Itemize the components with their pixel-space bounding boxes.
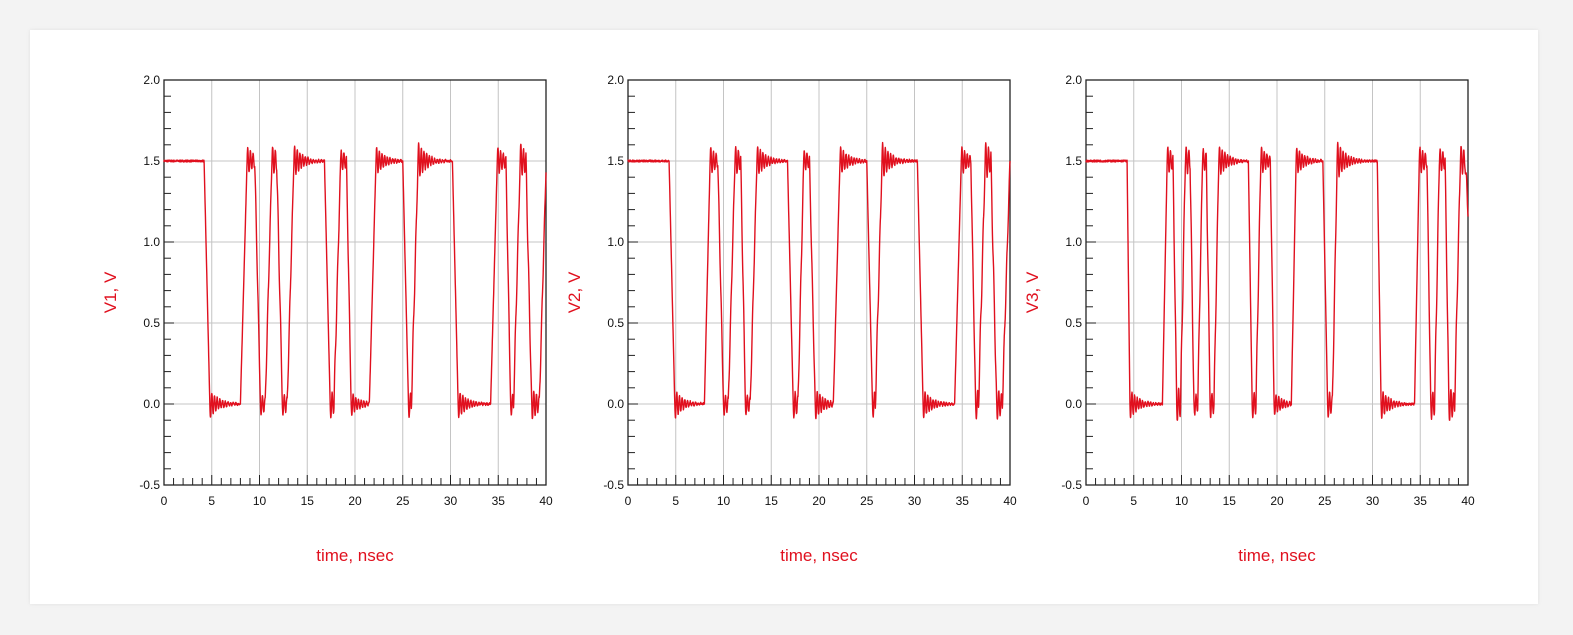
x-tick-label: 20 <box>812 494 826 508</box>
y-tick-label: 1.5 <box>1065 154 1082 168</box>
chart-1: 0 5 10 15 20 25 30 35 40 -0.5 0.0 0.5 1.0 1.5 2.0 time,… <box>101 73 553 565</box>
x-tick-label: 20 <box>1270 494 1284 508</box>
x-tick-label: 40 <box>539 494 553 508</box>
y-tick-label: 0.0 <box>1065 397 1082 411</box>
y-tick-label: 1.5 <box>607 154 624 168</box>
x-tick-label: 35 <box>492 494 506 508</box>
y-tick-label: 2.0 <box>607 73 624 87</box>
chart-2: 0 5 10 15 20 25 30 35 40 -0.5 0.0 0.5 1.0 1.5 2.0 time,… <box>565 73 1017 565</box>
y-tick-label: 0.0 <box>143 397 160 411</box>
x-tick-label: 35 <box>1414 494 1428 508</box>
x-tick-label: 20 <box>348 494 362 508</box>
x-axis-title: time, nsec <box>316 546 394 565</box>
y-tick-label: 2.0 <box>143 73 160 87</box>
voltage-series-line <box>163 142 547 420</box>
x-tick-label: 5 <box>672 494 679 508</box>
x-tick-label: 10 <box>717 494 731 508</box>
y-tick-label: 0.5 <box>143 316 160 330</box>
y-axis-title: V1, V <box>101 271 120 313</box>
x-tick-label: 10 <box>1175 494 1189 508</box>
y-tick-label: 0.5 <box>607 316 624 330</box>
x-tick-label: 40 <box>1461 494 1475 508</box>
voltage-series-line <box>1085 141 1469 421</box>
x-tick-label: 5 <box>208 494 215 508</box>
x-tick-label: 10 <box>253 494 267 508</box>
x-tick-label: 35 <box>956 494 970 508</box>
y-tick-label: -0.5 <box>139 478 160 492</box>
x-tick-label: 15 <box>1223 494 1237 508</box>
y-tick-label: 1.0 <box>607 235 624 249</box>
x-tick-label: 25 <box>1318 494 1332 508</box>
x-tick-label: 0 <box>1083 494 1090 508</box>
chart-3: 0 5 10 15 20 25 30 35 40 -0.5 0.0 0.5 1.0 1.5 2.0 time,… <box>1023 73 1475 565</box>
y-tick-label: 0.0 <box>607 397 624 411</box>
x-tick-label: 30 <box>444 494 458 508</box>
x-axis-title: time, nsec <box>1238 546 1316 565</box>
y-tick-label: 1.0 <box>143 235 160 249</box>
y-tick-label: -0.5 <box>603 478 624 492</box>
x-tick-label: 25 <box>396 494 410 508</box>
y-tick-label: 0.5 <box>1065 316 1082 330</box>
y-tick-label: 1.5 <box>143 154 160 168</box>
chart-panel: 0 5 10 15 20 25 30 35 40 -0.5 0.0 0.5 1.0 1.5 2.0 time,… <box>30 30 1538 604</box>
voltage-series-line <box>627 141 1011 420</box>
y-axis-title: V2, V <box>565 271 584 313</box>
x-tick-label: 30 <box>1366 494 1380 508</box>
x-tick-label: 15 <box>301 494 315 508</box>
y-axis-title: V3, V <box>1023 271 1042 313</box>
y-tick-label: 1.0 <box>1065 235 1082 249</box>
x-axis-title: time, nsec <box>780 546 858 565</box>
x-tick-label: 25 <box>860 494 874 508</box>
x-tick-label: 0 <box>161 494 168 508</box>
x-tick-label: 30 <box>908 494 922 508</box>
y-tick-label: -0.5 <box>1061 478 1082 492</box>
x-tick-label: 40 <box>1003 494 1017 508</box>
x-tick-label: 15 <box>765 494 779 508</box>
x-tick-label: 5 <box>1130 494 1137 508</box>
x-tick-label: 0 <box>625 494 632 508</box>
charts-svg: 0 5 10 15 20 25 30 35 40 -0.5 0.0 0.5 1.0 1.5 2.0 time,… <box>101 73 1475 565</box>
y-tick-label: 2.0 <box>1065 73 1082 87</box>
